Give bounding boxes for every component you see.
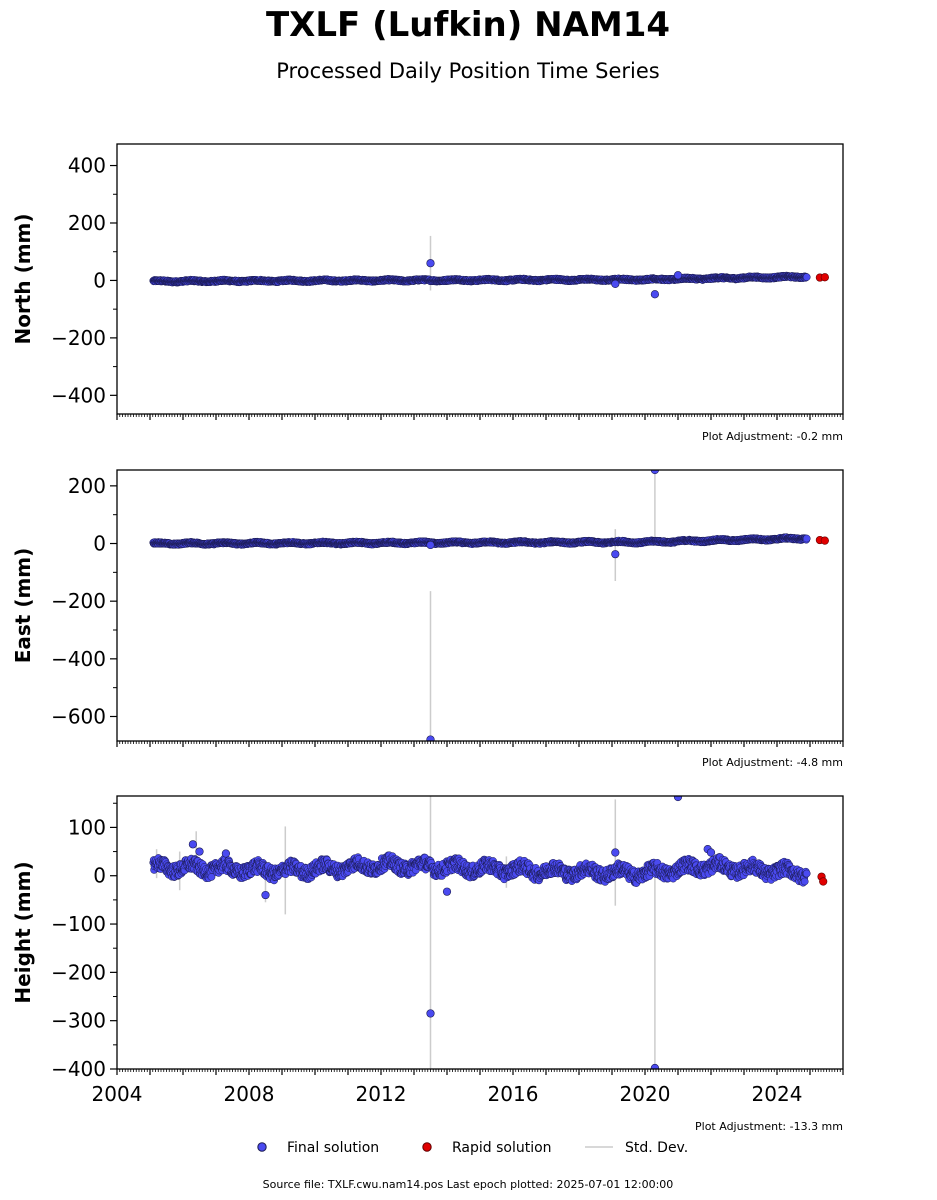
final-solution-series [149,851,811,887]
plot-adjustment-label: Plot Adjustment: -4.8 mm [702,756,843,769]
final-solution-series [149,271,811,287]
outlier-point [426,540,435,550]
y-tick-label: 0 [93,268,106,292]
plot-area [149,235,829,299]
outlier-point [673,271,683,280]
outlier-point [611,279,620,288]
outlier-point [426,735,435,741]
outlier-point [611,550,620,559]
y-tick-label: 400 [68,154,106,178]
outlier-point [426,259,435,268]
panel-2: 200 0 −200 −400 −600 East (mm) Plot Adjustment… [11,469,844,769]
plot-area [149,796,828,1069]
y-tick-label: 0 [93,532,106,556]
panel-1: 400 200 0 −200 −400 North (mm) Plot Adjustment… [11,143,844,443]
y-tick-label: −600 [51,704,106,728]
panel-frame [116,469,844,742]
rapid-point [820,536,829,545]
y-tick-label: 200 [68,474,106,498]
plot-adjustment-label: Plot Adjustment: -0.2 mm [702,430,843,443]
data-point [802,273,811,281]
outlier-point [650,290,660,299]
y-axis-label: North (mm) [11,213,35,344]
y-tick-label: −200 [51,326,106,350]
chart-title: TXLF (Lufkin) NAM14 [266,5,670,45]
rapid-point [820,273,829,282]
y-tick-label: −400 [51,647,106,671]
y-tick-label: 200 [68,211,106,235]
chart-subtitle: Processed Daily Position Time Series [276,59,660,83]
y-tick-label: −200 [51,589,106,613]
panels-group: 400 200 0 −200 −400 North (mm) Plot Adjustment… [11,143,844,1133]
y-axis-label: East (mm) [11,548,35,664]
y-tick-label: −400 [51,383,106,407]
final-solution-series [149,533,811,549]
data-point [802,534,811,543]
plot-area [149,470,829,741]
